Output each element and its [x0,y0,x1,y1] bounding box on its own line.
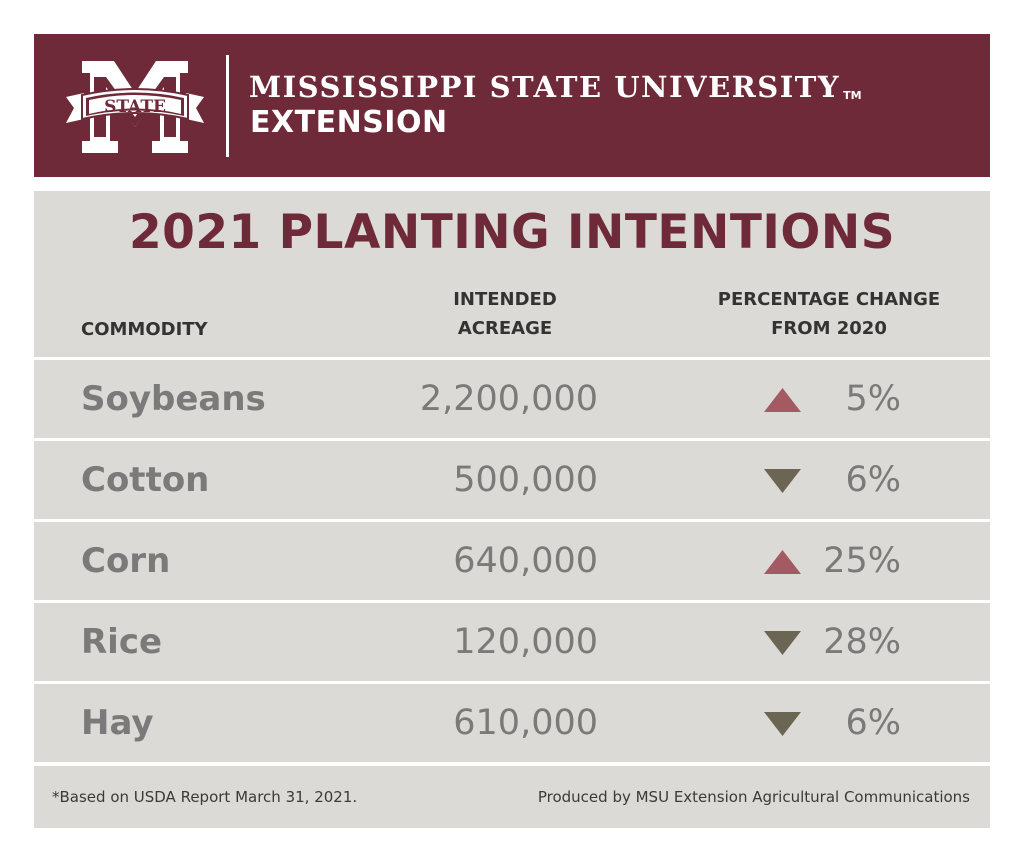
banner-divider [226,55,229,157]
table-panel: 2021 PLANTING INTENTIONS COMMODITY INTEN… [34,191,990,828]
percent-change: 6% [845,460,901,500]
commodity-name: Soybeans [81,379,266,419]
acreage-value: 120,000 [453,622,598,662]
triangle-down-icon [764,469,801,493]
commodity-name: Hay [81,703,154,743]
credit-note: Produced by MSU Extension Agricultural C… [537,788,970,806]
triangle-down-icon [764,712,801,736]
table-row: Corn 640,000 25% [34,522,990,600]
triangle-up-icon [764,388,801,412]
table-row: Cotton 500,000 6% [34,441,990,519]
msu-state-logo: STATE [66,61,204,153]
chart-title: 2021 PLANTING INTENTIONS [128,205,896,260]
percent-change: 6% [845,703,901,743]
acreage-value: 500,000 [453,460,598,500]
percent-change: 25% [823,541,901,581]
logo-word: STATE [104,97,166,117]
acreage-value: 2,200,000 [419,379,598,419]
table-row: Hay 610,000 6% [34,684,990,762]
table-row: Rice 120,000 28% [34,603,990,681]
title-block: 2021 PLANTING INTENTIONS COMMODITY INTEN… [34,191,990,357]
percent-change: 5% [845,379,901,419]
triangle-down-icon [764,631,801,655]
commodity-name: Rice [81,622,163,662]
percent-change: 28% [823,622,901,662]
table-row: Soybeans 2,200,000 5% [34,360,990,438]
acreage-value: 640,000 [453,541,598,581]
triangle-up-icon [764,550,801,574]
org-name: MISSISSIPPI STATE UNIVERSITY TM [249,70,862,104]
footer: *Based on USDA Report March 31, 2021. Pr… [34,766,990,828]
col-header-acreage: INTENDED ACREAGE [453,289,557,339]
acreage-value: 610,000 [453,703,598,743]
commodity-name: Corn [81,541,171,581]
col-header-change: PERCENTAGE CHANGE FROM 2020 [717,289,941,339]
brand-banner: STATE MISSISSIPPI STATE UNIVERSITY TM EXT… [34,34,990,177]
source-note: *Based on USDA Report March 31, 2021. [52,788,358,806]
infographic-card: STATE MISSISSIPPI STATE UNIVERSITY TM EXT… [34,34,990,828]
col-header-commodity: COMMODITY [81,319,208,340]
commodity-name: Cotton [81,460,210,500]
trademark-mark: TM [843,89,862,102]
org-subtitle: EXTENSION [250,105,448,140]
